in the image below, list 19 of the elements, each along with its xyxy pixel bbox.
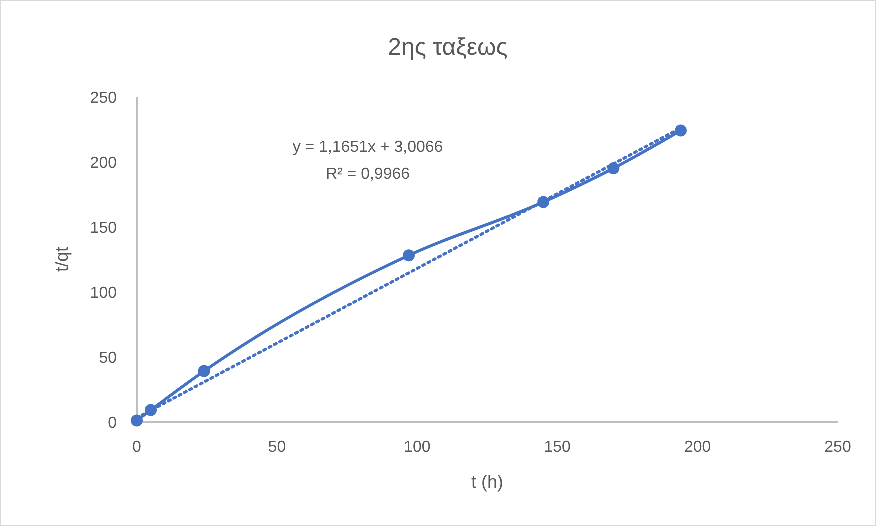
x-axis-title: t (h) xyxy=(471,472,504,492)
annotation: R² = 0,9966 xyxy=(326,166,410,183)
x-tick-label: 50 xyxy=(268,439,286,456)
x-tick-label: 250 xyxy=(824,439,852,456)
y-tick-label: 250 xyxy=(90,90,118,107)
chart-title: 2ης ταξεως xyxy=(388,34,508,61)
point xyxy=(402,250,415,262)
y-tick-label: 0 xyxy=(108,415,118,432)
x-tick-label: 150 xyxy=(544,439,572,456)
y-tick-label: 50 xyxy=(99,350,118,367)
y-axis-title: t/qt xyxy=(52,246,72,272)
y-tick-label: 150 xyxy=(90,220,118,237)
y-tick-label: 200 xyxy=(90,155,118,172)
x-tick-label: 200 xyxy=(684,439,712,456)
x-tick-label: 100 xyxy=(404,439,431,456)
annotation: y = 1,1651x + 3,0066 xyxy=(292,139,444,156)
x-tick-label: 0 xyxy=(132,439,142,456)
y-tick-label: 100 xyxy=(90,285,118,302)
point xyxy=(198,365,210,378)
